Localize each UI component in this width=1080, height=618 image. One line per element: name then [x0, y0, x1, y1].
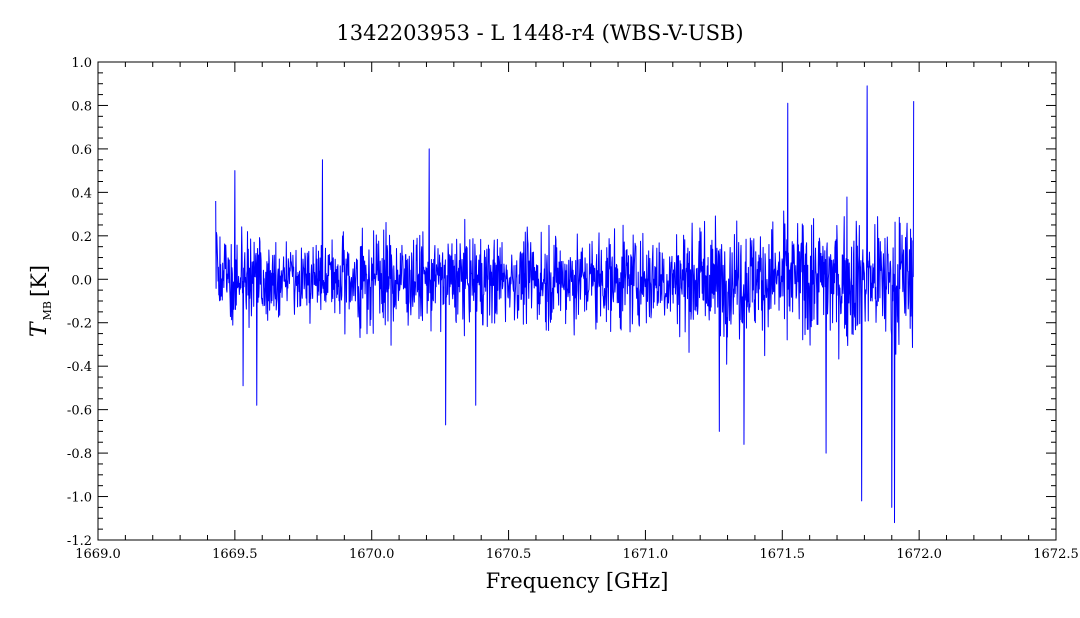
svg-text:TMB[K]: TMB [K]	[27, 265, 54, 337]
series-line	[215, 85, 915, 524]
x-tick-label: 1670.5	[486, 547, 532, 562]
x-tick-label: 1669.0	[75, 547, 121, 562]
y-axis-label-subscript: MB	[41, 301, 54, 320]
y-tick-label: 0.4	[71, 186, 92, 201]
x-tick-label: 1671.5	[760, 547, 806, 562]
y-tick-label: -1.0	[67, 491, 92, 506]
x-tick-label: 1669.5	[212, 547, 258, 562]
x-tick-label: 1671.0	[623, 547, 669, 562]
x-tick-label: 1672.0	[896, 547, 942, 562]
chart-title: 1342203953 - L 1448-r4 (WBS-V-USB)	[336, 21, 743, 45]
y-axis-label-symbol: T	[27, 320, 52, 337]
y-tick-label: -1.2	[67, 534, 92, 549]
y-tick-label: 0.8	[71, 99, 92, 114]
y-tick-label: 1.0	[71, 56, 92, 71]
x-axis-label: Frequency [GHz]	[486, 569, 669, 593]
y-tick-label: -0.6	[67, 404, 92, 419]
y-tick-label: -0.2	[67, 317, 92, 332]
y-tick-label: -0.4	[67, 360, 92, 375]
x-axis: 1669.0 1669.5 1670.0 1670.5 1671.0 1671.5 1672…	[75, 62, 1079, 562]
x-tick-label: 1670.0	[349, 547, 395, 562]
y-axis-label: TMB [K]	[27, 265, 54, 337]
y-tick-label: 0.0	[71, 273, 92, 288]
y-axis: -1.2 -1.0 -0.8 -0.6 -0.4 -0.2 0.0 0.2 0.4 0.6 0.8 1…	[67, 56, 1056, 549]
y-tick-label: 0.2	[71, 230, 92, 245]
y-tick-label: -0.8	[67, 447, 92, 462]
series-layer	[215, 85, 915, 524]
x-tick-label: 1672.5	[1033, 547, 1079, 562]
y-tick-label: 0.6	[71, 143, 92, 158]
y-axis-label-unit: [K]	[27, 265, 51, 297]
